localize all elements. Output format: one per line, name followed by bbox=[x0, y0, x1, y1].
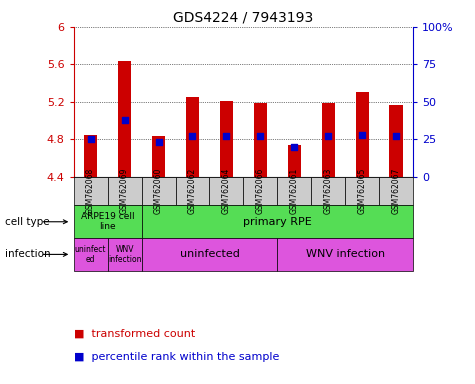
Bar bbox=[322, 103, 335, 177]
Point bbox=[392, 133, 400, 139]
Text: GSM762061: GSM762061 bbox=[290, 168, 299, 214]
Text: GSM762063: GSM762063 bbox=[324, 168, 333, 214]
Text: uninfected: uninfected bbox=[180, 249, 239, 260]
Bar bbox=[118, 61, 132, 177]
Bar bbox=[186, 97, 199, 177]
Text: ■  percentile rank within the sample: ■ percentile rank within the sample bbox=[74, 352, 279, 362]
Point bbox=[359, 132, 366, 138]
Text: GSM762064: GSM762064 bbox=[222, 168, 231, 214]
Text: WNV
infection: WNV infection bbox=[108, 245, 142, 264]
Text: WNV infection: WNV infection bbox=[306, 249, 385, 260]
Text: infection: infection bbox=[5, 249, 50, 260]
Bar bbox=[84, 136, 97, 177]
Point bbox=[121, 117, 128, 123]
Text: GSM762065: GSM762065 bbox=[358, 168, 367, 214]
Text: cell type: cell type bbox=[5, 217, 49, 227]
Text: GSM762066: GSM762066 bbox=[256, 168, 265, 214]
Text: ■  transformed count: ■ transformed count bbox=[74, 329, 195, 339]
Bar bbox=[390, 104, 403, 177]
Bar bbox=[287, 145, 301, 177]
Point bbox=[256, 133, 264, 139]
Point bbox=[189, 133, 196, 139]
Bar bbox=[254, 103, 267, 177]
Point bbox=[291, 144, 298, 150]
Bar bbox=[355, 93, 369, 177]
Point bbox=[155, 139, 162, 145]
Text: primary RPE: primary RPE bbox=[243, 217, 312, 227]
Text: GSM762067: GSM762067 bbox=[392, 168, 401, 214]
Point bbox=[87, 136, 95, 142]
Point bbox=[223, 133, 230, 139]
Point bbox=[324, 133, 332, 139]
Text: GSM762062: GSM762062 bbox=[188, 168, 197, 214]
Text: uninfect
ed: uninfect ed bbox=[75, 245, 106, 264]
Text: GSM762060: GSM762060 bbox=[154, 168, 163, 214]
Bar bbox=[219, 101, 233, 177]
Text: GSM762068: GSM762068 bbox=[86, 168, 95, 214]
Title: GDS4224 / 7943193: GDS4224 / 7943193 bbox=[173, 10, 314, 24]
Bar bbox=[152, 136, 165, 177]
Text: GSM762069: GSM762069 bbox=[120, 168, 129, 214]
Text: ARPE19 cell
line: ARPE19 cell line bbox=[81, 212, 134, 232]
